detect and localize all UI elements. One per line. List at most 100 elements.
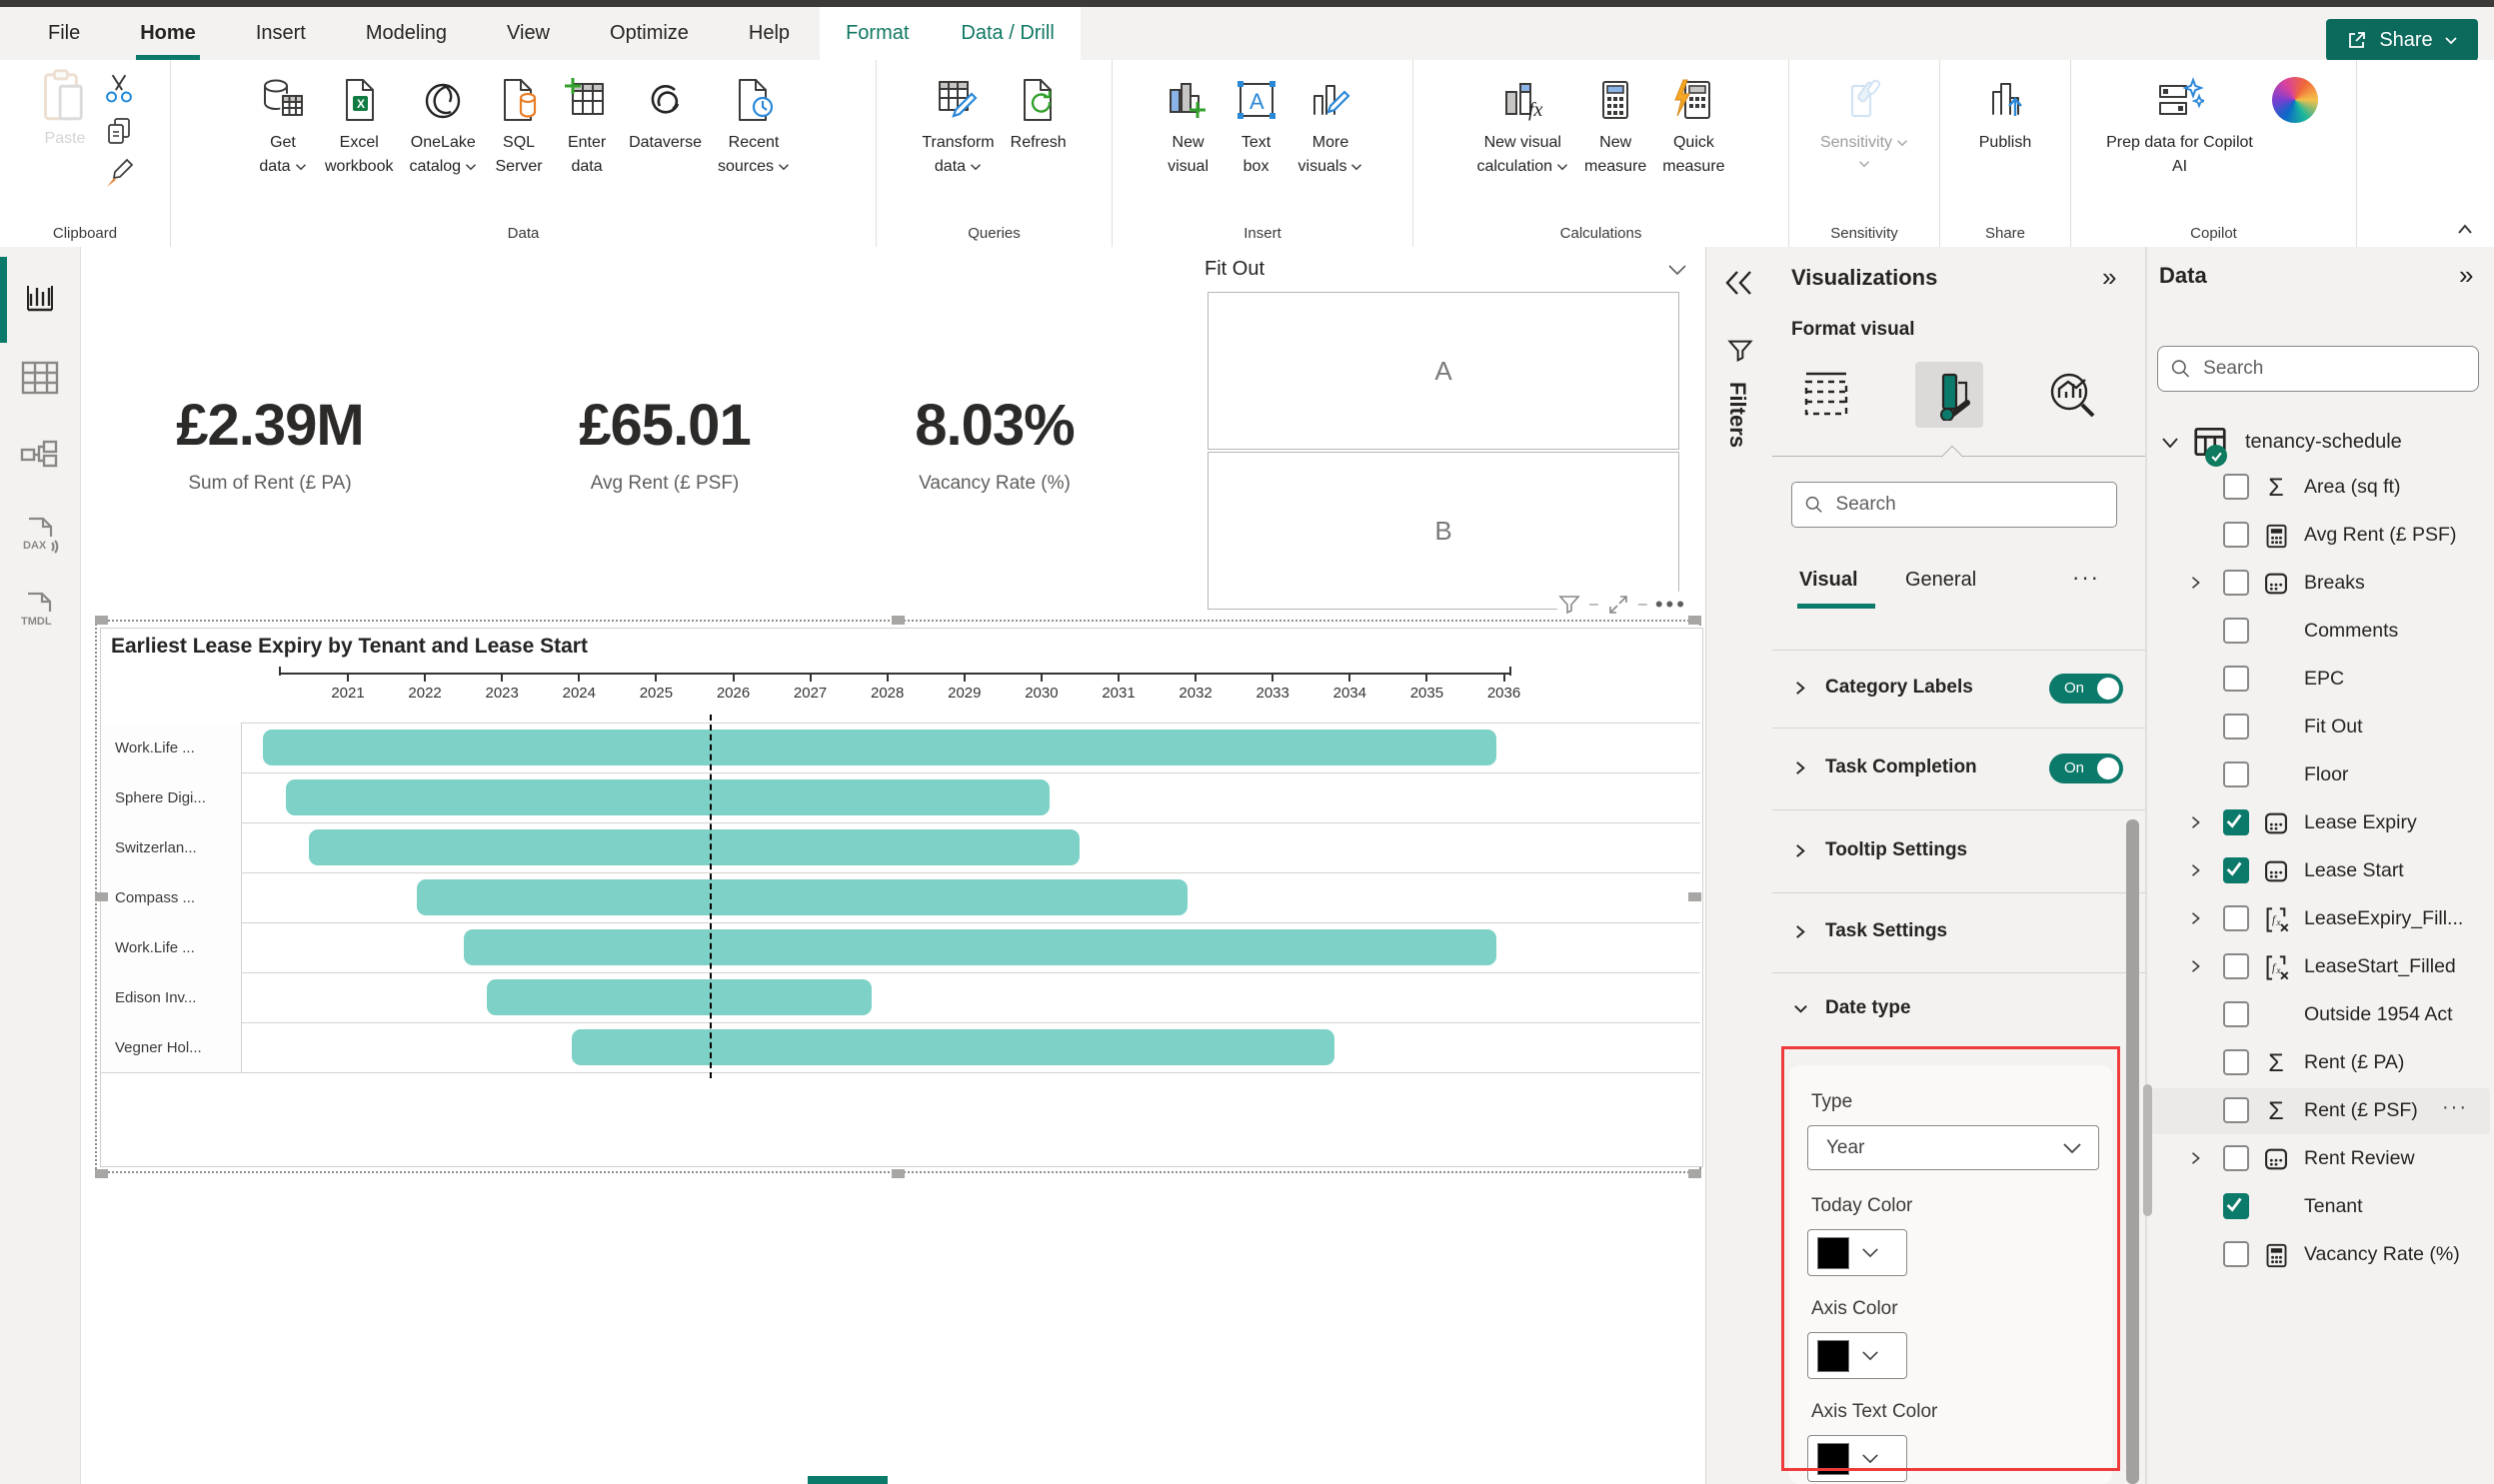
- field-expander-icon[interactable]: [2189, 959, 2203, 973]
- tmdl-view-icon[interactable]: TMDL: [20, 590, 60, 630]
- format-section-date-type[interactable]: Date type: [1772, 972, 2145, 1046]
- collapse-data-icon[interactable]: »: [2459, 265, 2473, 285]
- selection-handle[interactable]: [95, 1169, 108, 1178]
- format-painter-icon[interactable]: [99, 156, 139, 190]
- field-row-lease-start[interactable]: Lease Start: [2151, 848, 2490, 894]
- filters-pane-label[interactable]: Filters: [1724, 382, 1750, 448]
- data-scrollbar[interactable]: [2143, 1084, 2152, 1216]
- ribbon-button-copilotlogo[interactable]: [2261, 66, 2329, 126]
- section-expander-icon[interactable]: [1793, 843, 1808, 858]
- ribbon-button-recent[interactable]: Recentsources: [710, 66, 798, 178]
- contextual-tab-1[interactable]: Data / Drill: [935, 7, 1080, 60]
- today-color-dropdown[interactable]: [1807, 1229, 1907, 1276]
- ribbon-button-excel[interactable]: XExcelworkbook: [317, 66, 401, 178]
- section-expander-icon[interactable]: [1793, 681, 1808, 696]
- field-row-leaseexpiry-fill-[interactable]: fxLeaseExpiry_Fill...: [2151, 896, 2490, 942]
- analytics-icon[interactable]: [2038, 362, 2106, 428]
- format-section-category-labels[interactable]: Category LabelsOn: [1772, 650, 2145, 728]
- selection-handle[interactable]: [892, 616, 905, 625]
- report-view-icon[interactable]: [20, 278, 60, 318]
- field-checkbox[interactable]: [2223, 714, 2249, 740]
- selection-handle[interactable]: [1688, 892, 1701, 901]
- gantt-bar[interactable]: [572, 1029, 1334, 1065]
- ribbon-button-more[interactable]: Morevisuals: [1290, 66, 1371, 178]
- kpi-card[interactable]: 8.03%Vacancy Rate (%): [795, 392, 1195, 512]
- field-checkbox[interactable]: [2223, 666, 2249, 692]
- fitout-collapse-chevron-icon[interactable]: [1666, 263, 1688, 277]
- contextual-tab-0[interactable]: Format: [820, 7, 935, 60]
- more-options-icon[interactable]: •••: [1655, 592, 1687, 618]
- menu-item-modeling[interactable]: Modeling: [336, 7, 477, 60]
- field-row-tenant[interactable]: Tenant: [2151, 1184, 2490, 1230]
- axis-text-color-dropdown[interactable]: [1807, 1435, 1907, 1482]
- filters-funnel-icon[interactable]: [1726, 337, 1754, 365]
- ribbon-button-sql[interactable]: SQLServer: [485, 66, 553, 178]
- field-checkbox[interactable]: [2223, 1193, 2249, 1219]
- selection-handle[interactable]: [95, 892, 108, 901]
- ribbon-button-text[interactable]: ATextbox: [1223, 66, 1290, 178]
- field-checkbox[interactable]: [2223, 1049, 2249, 1075]
- field-row-vacancy-rate-[interactable]: Vacancy Rate (%): [2151, 1232, 2490, 1278]
- table-name[interactable]: tenancy-schedule: [2245, 431, 2402, 454]
- selection-handle[interactable]: [95, 616, 108, 625]
- field-row-rent-psf-[interactable]: ΣRent (£ PSF)···: [2151, 1088, 2490, 1134]
- field-checkbox[interactable]: [2223, 1241, 2249, 1267]
- format-section-task-settings[interactable]: Task Settings: [1772, 892, 2145, 972]
- gantt-bar[interactable]: [464, 929, 1496, 965]
- field-row-area-sq-ft-[interactable]: ΣArea (sq ft): [2151, 465, 2490, 511]
- field-row-floor[interactable]: Floor: [2151, 752, 2490, 798]
- field-checkbox[interactable]: [2223, 1145, 2249, 1171]
- gantt-visual[interactable]: Earliest Lease Expiry by Tenant and Leas…: [100, 628, 1703, 1167]
- copy-icon[interactable]: [99, 114, 139, 148]
- selection-handle[interactable]: [892, 1169, 905, 1178]
- section-expander-icon[interactable]: [1793, 1001, 1808, 1016]
- field-row-comments[interactable]: Comments: [2151, 609, 2490, 655]
- ribbon-button-refresh[interactable]: Refresh: [1003, 66, 1075, 154]
- field-row-rent-review[interactable]: Rent Review: [2151, 1136, 2490, 1182]
- ribbon-button-publish[interactable]: Publish: [1971, 66, 2039, 154]
- field-checkbox[interactable]: [2223, 522, 2249, 548]
- field-row-leasestart-filled[interactable]: fxLeaseStart_Filled: [2151, 944, 2490, 990]
- field-more-options-icon[interactable]: ···: [2442, 1096, 2468, 1119]
- ribbon-button-sensitivity[interactable]: Sensitivity: [1812, 66, 1916, 170]
- field-row-lease-expiry[interactable]: Lease Expiry: [2151, 800, 2490, 846]
- format-visual-icon[interactable]: [1915, 362, 1983, 428]
- tab-more-icon[interactable]: ···: [2072, 565, 2100, 591]
- section-expander-icon[interactable]: [1793, 760, 1808, 775]
- axis-color-dropdown[interactable]: [1807, 1332, 1907, 1379]
- page-scrollbar-fragment[interactable]: [808, 1476, 888, 1484]
- field-row-epc[interactable]: EPC: [2151, 657, 2490, 703]
- field-expander-icon[interactable]: [2189, 911, 2203, 925]
- field-expander-icon[interactable]: [2189, 863, 2203, 877]
- share-button[interactable]: Share: [2326, 19, 2478, 61]
- build-visual-icon[interactable]: [1792, 362, 1860, 428]
- table-expander-icon[interactable]: [2161, 437, 2179, 449]
- selection-handle[interactable]: [1688, 616, 1701, 625]
- field-checkbox[interactable]: [2223, 905, 2249, 931]
- selection-handle[interactable]: [1688, 1169, 1701, 1178]
- format-section-task-completion[interactable]: Task CompletionOn: [1772, 728, 2145, 809]
- tab-visual[interactable]: Visual: [1799, 569, 1858, 592]
- field-checkbox[interactable]: [2223, 809, 2249, 835]
- ribbon-button-new-visual[interactable]: fxNew visualcalculation: [1468, 66, 1576, 178]
- visualizations-search-input[interactable]: [1834, 493, 2104, 517]
- date-type-dropdown[interactable]: Year: [1807, 1125, 2099, 1170]
- tab-general[interactable]: General: [1905, 569, 1976, 592]
- ribbon-button-quick[interactable]: Quickmeasure: [1654, 66, 1732, 178]
- ribbon-button-new[interactable]: Newmeasure: [1576, 66, 1654, 178]
- gantt-bar[interactable]: [286, 779, 1049, 815]
- kpi-card[interactable]: £2.39MSum of Rent (£ PA): [70, 392, 470, 512]
- menu-item-insert[interactable]: Insert: [226, 7, 336, 60]
- ribbon-button-get[interactable]: Getdata: [249, 66, 317, 178]
- fitout-option-A[interactable]: A: [1208, 292, 1679, 450]
- field-expander-icon[interactable]: [2189, 815, 2203, 829]
- menu-item-optimize[interactable]: Optimize: [580, 7, 719, 60]
- field-row-fit-out[interactable]: Fit Out: [2151, 705, 2490, 750]
- field-checkbox[interactable]: [2223, 761, 2249, 787]
- table-view-icon[interactable]: [20, 358, 60, 398]
- ribbon-button-new[interactable]: Newvisual: [1155, 66, 1223, 178]
- field-row-outside-1954-act[interactable]: Outside 1954 Act: [2151, 992, 2490, 1038]
- format-section-tooltip-settings[interactable]: Tooltip Settings: [1772, 809, 2145, 892]
- menu-item-view[interactable]: View: [477, 7, 580, 60]
- ribbon-button-onelake[interactable]: OneLakecatalog: [401, 66, 485, 178]
